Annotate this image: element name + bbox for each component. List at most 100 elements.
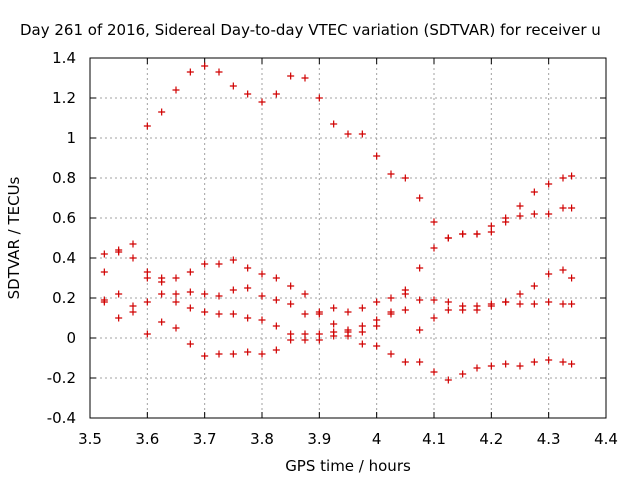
data-point: [545, 356, 553, 364]
data-point: [568, 204, 576, 212]
data-point: [287, 336, 295, 344]
data-point: [229, 350, 237, 358]
data-point: [387, 350, 395, 358]
data-point: [568, 300, 576, 308]
data-point: [487, 302, 495, 310]
x-tick-label: 4.1: [422, 430, 446, 448]
data-point: [330, 320, 338, 328]
data-point: [568, 274, 576, 282]
data-point: [545, 180, 553, 188]
data-point: [344, 308, 352, 316]
data-series-3: [100, 248, 576, 318]
data-point: [444, 234, 452, 242]
data-point: [430, 296, 438, 304]
data-point: [530, 210, 538, 218]
y-tick-label: 0.2: [52, 289, 76, 307]
data-point: [430, 314, 438, 322]
data-point: [516, 362, 524, 370]
data-point: [301, 74, 309, 82]
data-point: [444, 306, 452, 314]
data-point: [186, 68, 194, 76]
data-point: [258, 292, 266, 300]
x-tick-label: 4: [372, 430, 382, 448]
data-point: [516, 202, 524, 210]
data-point: [559, 358, 567, 366]
y-tick-label: -0.4: [47, 409, 76, 427]
y-tick-label: 0.8: [52, 169, 76, 187]
data-point: [229, 256, 237, 264]
data-point: [530, 358, 538, 366]
data-point: [444, 298, 452, 306]
data-point: [401, 358, 409, 366]
data-point: [516, 212, 524, 220]
data-point: [100, 250, 108, 258]
data-point: [559, 300, 567, 308]
data-series-1: [143, 62, 576, 242]
data-point: [215, 310, 223, 318]
y-tick-label: 0.6: [52, 209, 76, 227]
data-point: [330, 328, 338, 336]
data-point: [229, 286, 237, 294]
data-point: [172, 274, 180, 282]
data-point: [186, 268, 194, 276]
data-point: [416, 264, 424, 272]
data-point: [430, 218, 438, 226]
data-point: [358, 304, 366, 312]
data-point: [444, 376, 452, 384]
data-point: [172, 290, 180, 298]
data-point: [358, 130, 366, 138]
data-point: [502, 298, 510, 306]
data-point: [416, 326, 424, 334]
plot-frame: [89, 57, 607, 419]
data-point: [158, 290, 166, 298]
data-point: [545, 298, 553, 306]
data-point: [530, 282, 538, 290]
data-point: [373, 152, 381, 160]
y-tick-label: 1.2: [52, 89, 76, 107]
data-point: [272, 346, 280, 354]
data-point: [487, 222, 495, 230]
data-point: [244, 264, 252, 272]
data-point: [301, 330, 309, 338]
data-point: [100, 268, 108, 276]
x-tick-label: 4.2: [479, 430, 503, 448]
data-point: [186, 304, 194, 312]
data-point: [301, 290, 309, 298]
x-tick-label: 4.3: [537, 430, 561, 448]
data-point: [115, 248, 123, 256]
data-point: [201, 260, 209, 268]
data-point: [430, 368, 438, 376]
data-point: [473, 364, 481, 372]
data-point: [143, 274, 151, 282]
data-point: [373, 316, 381, 324]
data-point: [516, 300, 524, 308]
data-point: [172, 86, 180, 94]
data-point: [516, 290, 524, 298]
data-series-2: [100, 204, 576, 336]
data-point: [502, 360, 510, 368]
y-axis-label: SDTVAR / TECUs: [5, 176, 23, 299]
data-point: [502, 214, 510, 222]
data-point: [358, 340, 366, 348]
data-point: [373, 298, 381, 306]
data-point: [244, 314, 252, 322]
x-tick-label: 3.8: [250, 430, 274, 448]
data-point: [143, 298, 151, 306]
x-tick-label: 4.4: [594, 430, 618, 448]
data-point: [568, 172, 576, 180]
y-tick-label: 1: [66, 129, 76, 147]
data-point: [330, 120, 338, 128]
y-tick-label: -0.2: [47, 369, 76, 387]
data-point: [559, 174, 567, 182]
data-point: [401, 306, 409, 314]
data-point: [287, 282, 295, 290]
data-point: [315, 308, 323, 316]
data-point: [344, 130, 352, 138]
data-point: [545, 270, 553, 278]
data-point: [530, 300, 538, 308]
data-point: [459, 230, 467, 238]
data-point: [559, 266, 567, 274]
data-point: [215, 292, 223, 300]
axis-ticks: 3.5 3.6 3.7 3.8 3.9 4 4.1 4.2 4.3 4.4 -0.4 -0.2 0 0.2…: [47, 49, 618, 448]
